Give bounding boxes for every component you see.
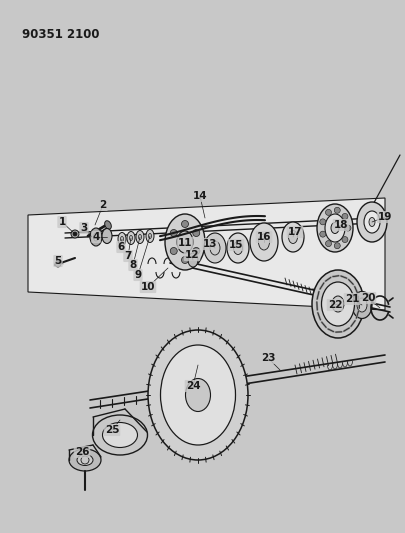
Text: 3: 3 [80,223,87,233]
Ellipse shape [92,415,147,455]
Ellipse shape [77,455,93,465]
Text: 2: 2 [99,200,107,210]
Text: 14: 14 [193,191,207,201]
Ellipse shape [146,230,154,243]
Circle shape [326,209,332,215]
Ellipse shape [357,202,387,242]
Ellipse shape [210,241,220,255]
Ellipse shape [160,345,235,445]
Text: 13: 13 [203,239,217,249]
Ellipse shape [312,270,364,338]
Text: 20: 20 [361,293,375,303]
Text: 26: 26 [75,447,89,457]
Ellipse shape [369,217,375,227]
Text: 4: 4 [92,232,100,242]
Ellipse shape [364,211,380,233]
Circle shape [193,247,200,254]
Text: 25: 25 [105,425,119,435]
Ellipse shape [118,232,126,246]
Ellipse shape [149,233,151,238]
Ellipse shape [282,222,304,252]
Text: 11: 11 [178,238,192,248]
Ellipse shape [258,234,269,250]
Ellipse shape [288,230,298,244]
Ellipse shape [234,241,243,254]
Ellipse shape [317,204,353,252]
Text: 18: 18 [334,220,348,230]
Ellipse shape [90,228,102,246]
Circle shape [181,221,188,228]
Circle shape [71,230,79,238]
Ellipse shape [357,298,367,312]
Circle shape [193,230,200,237]
Ellipse shape [127,231,135,245]
Ellipse shape [332,296,344,312]
Text: 7: 7 [124,251,132,261]
Text: 1: 1 [58,217,66,227]
Ellipse shape [322,282,354,326]
Text: 24: 24 [185,381,200,391]
Ellipse shape [121,237,124,241]
Ellipse shape [177,231,193,253]
Circle shape [81,456,89,464]
Text: 17: 17 [288,227,302,237]
Ellipse shape [185,378,211,411]
Ellipse shape [104,221,111,229]
Text: 9: 9 [134,270,142,280]
Circle shape [342,237,348,243]
Text: 8: 8 [129,260,136,270]
Text: 21: 21 [345,294,359,304]
Text: 10: 10 [141,282,155,292]
Circle shape [334,243,340,249]
Circle shape [55,261,61,267]
Ellipse shape [136,230,144,244]
Ellipse shape [102,423,138,448]
Circle shape [320,231,326,237]
Ellipse shape [102,229,112,244]
Text: 23: 23 [261,353,275,363]
Text: 90351 2100: 90351 2100 [22,28,100,41]
Ellipse shape [331,222,339,233]
Circle shape [334,207,340,213]
Polygon shape [28,198,385,310]
Circle shape [320,219,326,225]
Ellipse shape [94,233,98,241]
Text: 5: 5 [54,256,62,266]
Ellipse shape [130,236,132,240]
Circle shape [342,213,348,220]
Ellipse shape [250,223,278,261]
Circle shape [170,247,177,254]
Circle shape [73,232,77,236]
Text: 22: 22 [328,300,342,310]
Ellipse shape [352,292,372,319]
Text: 15: 15 [229,240,243,250]
Ellipse shape [165,214,205,270]
Text: 12: 12 [185,250,199,260]
Text: 16: 16 [257,232,271,242]
Ellipse shape [148,330,248,460]
Circle shape [181,256,188,263]
Ellipse shape [188,253,198,267]
Text: 6: 6 [117,242,125,252]
Circle shape [345,225,351,231]
Ellipse shape [204,233,226,263]
Ellipse shape [139,235,141,239]
Text: 19: 19 [378,212,392,222]
Circle shape [326,240,332,247]
Ellipse shape [325,214,345,242]
Circle shape [170,230,177,237]
Ellipse shape [69,449,101,471]
Ellipse shape [227,233,249,263]
